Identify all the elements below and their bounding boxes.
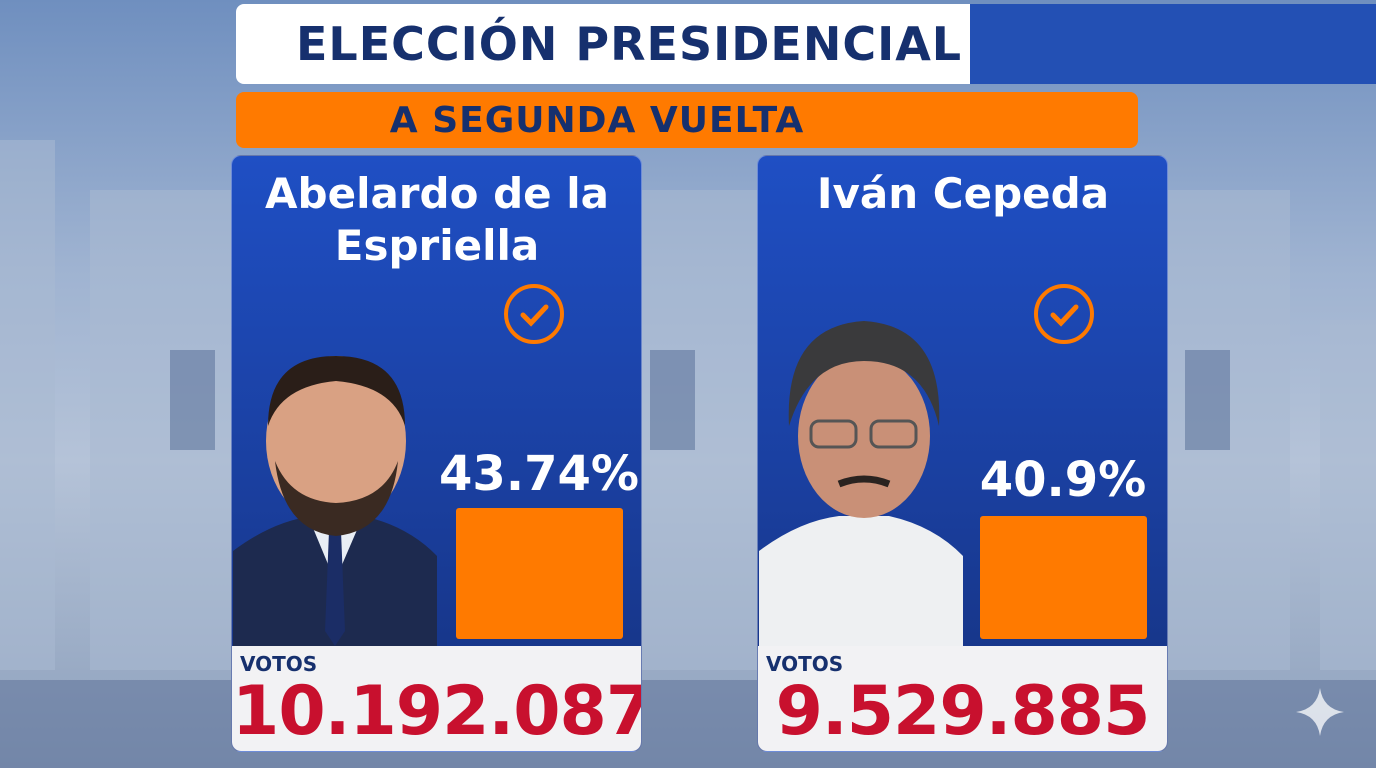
- votes: 9.529.885: [775, 672, 1151, 751]
- percent: 40.9%: [979, 452, 1147, 508]
- title-box: ELECCIÓN PRESIDENCIAL: [236, 4, 970, 84]
- percent-block: [980, 516, 1147, 639]
- title: ELECCIÓN PRESIDENCIAL: [296, 17, 963, 71]
- candidate-card: Iván Cepeda 40.9% VOTOS 9.529.885: [757, 155, 1168, 752]
- votes-label: VOTOS: [766, 652, 844, 676]
- percent-block: [456, 508, 623, 639]
- percent: 43.74%: [439, 446, 639, 502]
- candidate-card: Abelardo de la Espriella 43.74% VOTOS 10…: [231, 155, 642, 752]
- check-icon: [1034, 284, 1094, 344]
- subtitle-box: A SEGUNDA VUELTA: [236, 92, 1138, 148]
- check-icon: [504, 284, 564, 344]
- title-bar: [970, 4, 1376, 84]
- subtitle: A SEGUNDA VUELTA: [389, 99, 805, 141]
- votes-panel: VOTOS 10.192.087: [232, 646, 641, 751]
- photo: [759, 321, 963, 646]
- candidate-name: Abelardo de la Espriella: [265, 169, 609, 270]
- sparkle: [1296, 688, 1344, 736]
- votes-panel: VOTOS 9.529.885: [758, 646, 1167, 751]
- votes-label: VOTOS: [240, 652, 318, 676]
- candidate-name: Iván Cepeda: [816, 169, 1110, 218]
- votes: 10.192.087: [232, 672, 642, 751]
- photo: [233, 356, 437, 646]
